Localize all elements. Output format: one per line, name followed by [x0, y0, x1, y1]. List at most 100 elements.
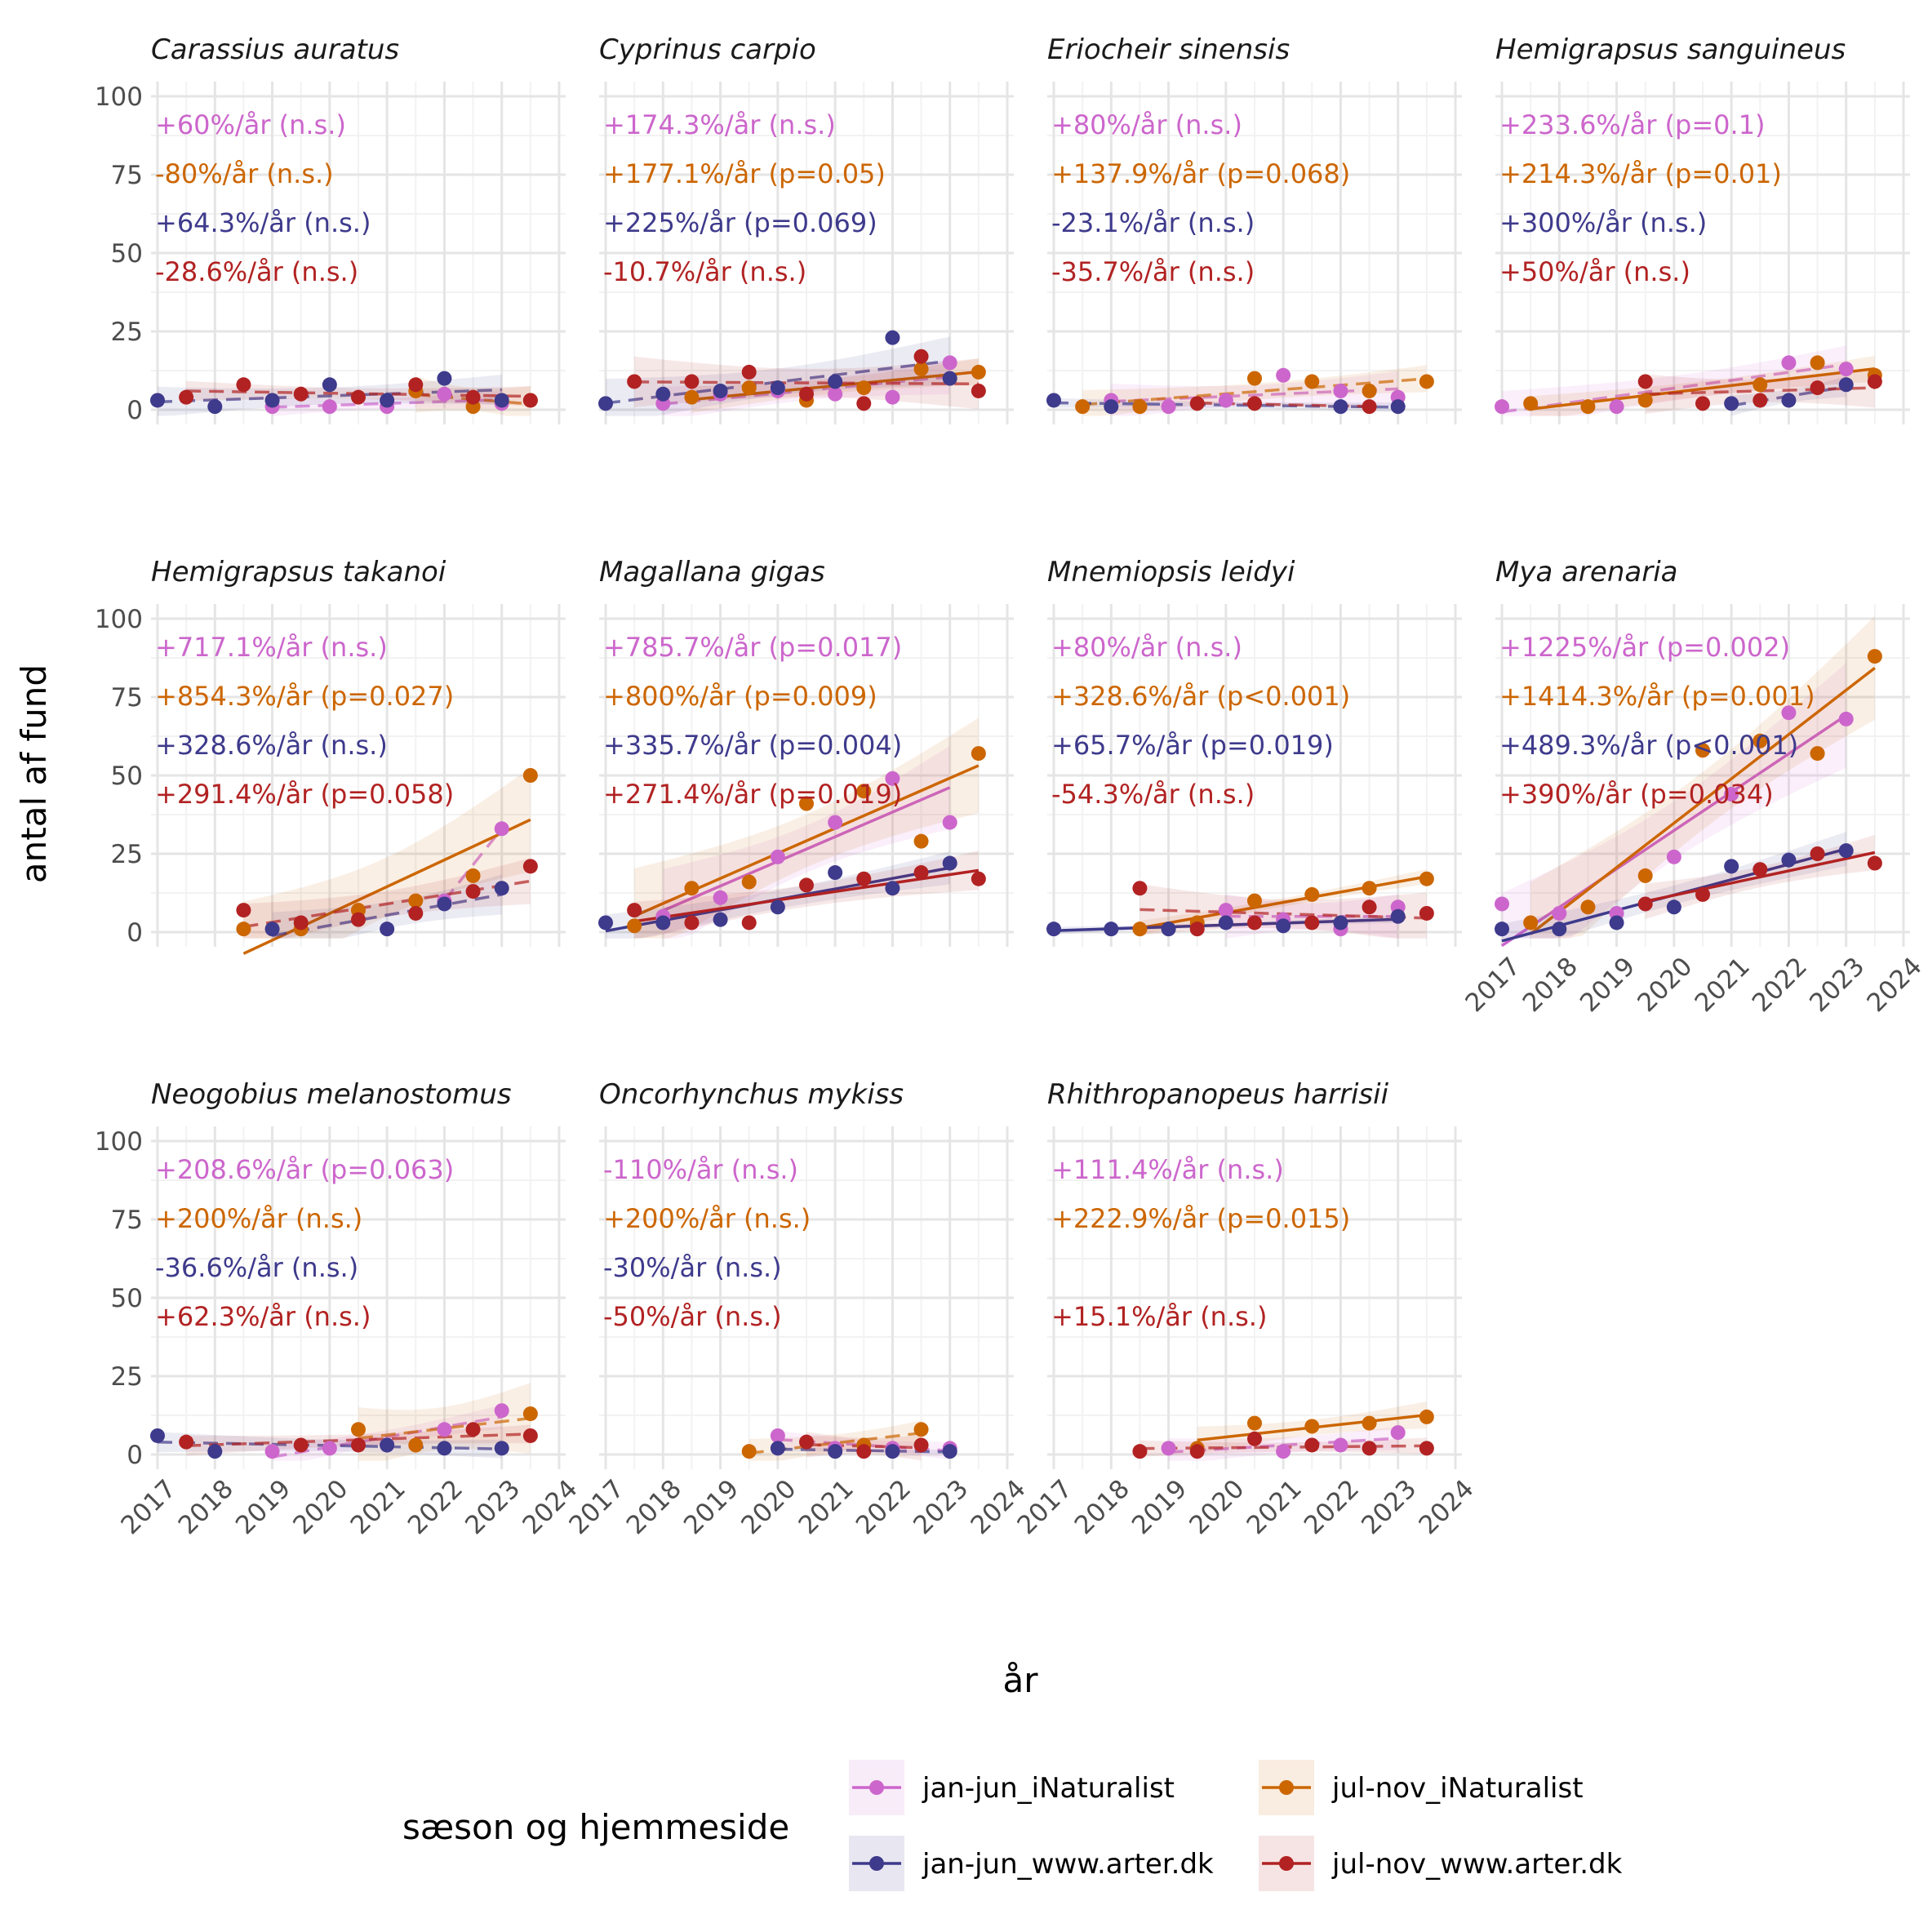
data-point-jja: [1104, 922, 1119, 937]
data-point-jja: [942, 371, 957, 386]
data-point-jni: [627, 918, 642, 934]
y-tick-label: 0: [127, 396, 143, 425]
x-tick-label: 2018: [1517, 952, 1584, 1018]
x-tick-label: 2023: [1804, 952, 1870, 1018]
data-point-jja: [437, 896, 452, 912]
data-point-jna: [913, 865, 929, 881]
data-point-jna: [522, 1428, 538, 1443]
data-point-jja: [1724, 396, 1739, 411]
data-point-jna: [1867, 855, 1882, 871]
data-point-jja: [207, 399, 223, 415]
trend-annotation-jni: +800%/år (p=0.009): [603, 681, 877, 712]
x-tick-label: 2022: [1747, 952, 1813, 1018]
data-point-jja: [1276, 918, 1291, 934]
data-point-jji: [437, 386, 452, 402]
data-point-jja: [380, 1437, 395, 1453]
data-point-jji: [1218, 903, 1233, 918]
trend-line-jji: [443, 828, 504, 902]
y-tick-label: 25: [111, 1362, 143, 1392]
data-point-jna: [1304, 1437, 1320, 1453]
x-tick-label: 2017: [115, 1474, 181, 1540]
x-tick-label: 2019: [230, 1474, 296, 1540]
trend-line-jna: [1645, 851, 1876, 904]
data-point-jja: [1609, 915, 1624, 930]
data-point-jja: [1333, 399, 1348, 415]
trend-annotation-jni: +328.6%/år (p<0.001): [1051, 681, 1350, 712]
data-point-jni: [971, 746, 986, 762]
data-point-jna: [856, 871, 872, 886]
data-point-jna: [1419, 1441, 1434, 1456]
data-point-jja: [437, 371, 452, 386]
x-tick-label: 2024: [1861, 952, 1927, 1018]
legend-key-point: [1279, 1856, 1294, 1871]
trend-line-jji: [662, 786, 951, 913]
panel-carassius-auratus: Carassius auratus 0 25 50 75 100 +60%/år (n.s.…: [95, 33, 566, 425]
confidence-ribbon-jna: [243, 858, 531, 939]
legend-label: jul-nov_www.arter.dk: [1331, 1848, 1623, 1881]
data-point-jna: [1419, 905, 1434, 921]
data-point-jja: [494, 393, 509, 408]
data-point-jni: [1362, 383, 1377, 398]
panel-title: Carassius auratus: [151, 33, 399, 66]
data-point-jji: [1724, 787, 1739, 802]
x-tick-label: 2023: [908, 1474, 974, 1540]
data-point-jna: [351, 1437, 366, 1453]
data-point-jna: [179, 389, 194, 405]
data-point-jja: [264, 393, 280, 408]
legend-item-jna: jul-nov_www.arter.dk: [1259, 1836, 1623, 1891]
data-point-jji: [1781, 705, 1797, 721]
x-tick-label: 2024: [1413, 1474, 1479, 1540]
data-point-jna: [856, 396, 872, 411]
trend-annotation-jji: +717.1%/år (n.s.): [155, 632, 388, 663]
trend-annotation-jja: +225%/år (p=0.069): [603, 207, 877, 238]
data-point-jji: [1333, 1437, 1348, 1453]
legend-title: sæson og hjemmeside: [402, 1807, 789, 1847]
trend-annotation-jji: +80%/år (n.s.): [1051, 632, 1242, 663]
data-point-jni: [1867, 649, 1882, 664]
data-point-jni: [741, 380, 757, 396]
data-point-jna: [684, 374, 700, 389]
data-point-jni: [1132, 399, 1148, 415]
confidence-ribbon-jni: [1530, 615, 1875, 939]
data-point-jni: [684, 389, 700, 405]
legend-key-point: [869, 1780, 884, 1795]
data-point-jni: [1810, 746, 1825, 762]
data-point-jja: [713, 912, 728, 927]
data-point-jja: [598, 915, 613, 930]
x-tick-label: 2018: [621, 1474, 687, 1540]
trend-annotation-jna: +15.1%/år (n.s.): [1051, 1301, 1267, 1332]
data-point-jni: [856, 784, 872, 799]
data-point-jja: [207, 1444, 223, 1459]
data-point-jna: [799, 1434, 814, 1450]
trend-line-jni: [1530, 666, 1876, 935]
data-point-jja: [828, 374, 843, 389]
data-point-jni: [856, 380, 872, 396]
trend-annotation-jja: +64.3%/år (n.s.): [155, 207, 371, 238]
trend-annotation-jja: -30%/år (n.s.): [603, 1252, 782, 1283]
data-point-jna: [913, 1437, 929, 1453]
data-point-jni: [522, 1406, 538, 1422]
trend-line-jni: [242, 818, 531, 955]
panel-title: Hemigrapsus takanoi: [151, 556, 446, 588]
trend-line-jni: [1139, 875, 1428, 930]
trend-annotation-jja: -23.1%/år (n.s.): [1051, 207, 1255, 238]
data-point-jja: [1781, 852, 1797, 868]
data-point-jna: [1810, 380, 1825, 396]
trend-annotation-jna: -50%/år (n.s.): [603, 1301, 782, 1332]
trend-annotation-jna: +291.4%/år (p=0.058): [155, 779, 454, 810]
data-point-jna: [1189, 922, 1205, 937]
trend-annotation-jni: +200%/år (n.s.): [603, 1203, 811, 1234]
legend-label: jan-jun_www.arter.dk: [922, 1848, 1214, 1881]
x-tick-label: 2021: [1690, 952, 1756, 1018]
trend-annotation-jna: +271.4%/år (p=0.019): [603, 779, 902, 810]
x-tick-label: 2019: [1126, 1474, 1193, 1540]
trend-line-jji: [1501, 362, 1846, 414]
x-tick-label: 2018: [1069, 1474, 1135, 1540]
data-point-jna: [1132, 881, 1148, 896]
x-tick-label: 2023: [1356, 1474, 1422, 1540]
data-point-jni: [913, 1422, 929, 1437]
y-tick-label: 50: [111, 1284, 143, 1313]
data-point-jna: [1362, 899, 1377, 915]
data-point-jna: [1810, 846, 1825, 861]
